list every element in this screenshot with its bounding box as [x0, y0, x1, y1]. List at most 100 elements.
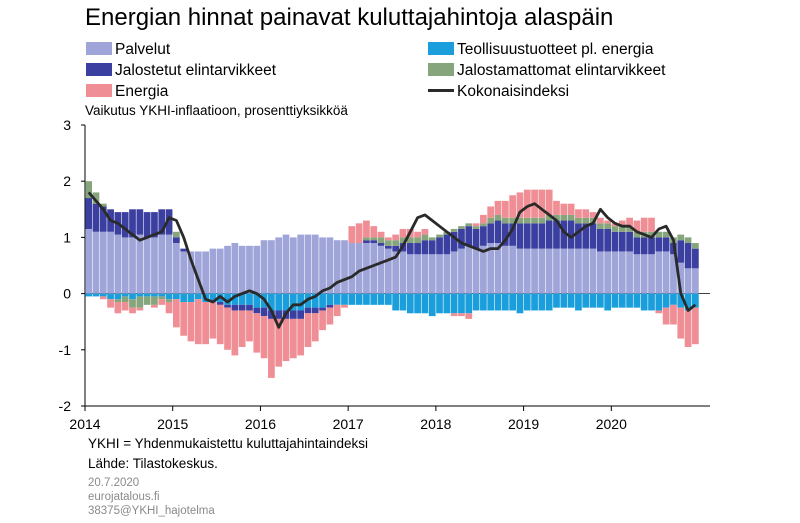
bar-jalostamattomat — [531, 217, 538, 224]
bar-teollisuus — [136, 293, 144, 297]
bar-teollisuus — [311, 293, 319, 308]
bar-jalostetut — [662, 237, 670, 252]
bar-palvelut — [304, 234, 312, 294]
bar-palvelut — [684, 268, 692, 294]
bar-jalostamattomat — [421, 234, 429, 241]
bar-teollisuus — [121, 293, 129, 297]
legend-swatch-kokonaisindeksi — [428, 89, 454, 92]
bar-energia — [311, 313, 319, 342]
bar-teollisuus — [567, 293, 575, 308]
bar-palvelut — [253, 245, 261, 294]
bar-jalostamattomat — [662, 231, 670, 238]
bar-jalostamattomat — [428, 237, 436, 241]
bar-palvelut — [121, 237, 129, 294]
bar-teollisuus — [238, 293, 246, 305]
bar-teollisuus — [618, 293, 626, 308]
bar-jalostetut — [85, 198, 93, 229]
bar-palvelut — [282, 234, 290, 294]
bar-energia — [575, 209, 582, 218]
legend-item-jalostetut: Jalostetut elintarvikkeet — [86, 61, 276, 81]
bar-jalostetut — [633, 237, 641, 255]
bar-jalostetut — [385, 245, 392, 249]
bar-palvelut — [458, 248, 465, 294]
bar-energia — [377, 231, 385, 238]
bar-palvelut — [640, 254, 648, 294]
bar-energia — [648, 217, 655, 232]
bar-jalostetut — [173, 237, 180, 244]
bar-energia — [216, 304, 224, 345]
bar-energia — [494, 200, 502, 215]
bar-jalostamattomat — [487, 217, 495, 224]
bar-teollisuus — [692, 293, 699, 308]
bar-teollisuus — [348, 293, 356, 305]
bar-palvelut — [692, 268, 699, 294]
bar-palvelut — [553, 248, 560, 294]
bar-energia — [158, 299, 166, 305]
bar-jalostamattomat — [406, 237, 414, 244]
bar-jalostetut — [143, 212, 151, 238]
bar-energia — [333, 304, 341, 317]
bar-jalostamattomat — [472, 226, 480, 229]
bar-jalostamattomat — [560, 214, 568, 221]
bar-energia — [677, 307, 685, 339]
bar-jalostamattomat — [173, 231, 180, 238]
bar-teollisuus — [85, 293, 93, 297]
bar-teollisuus — [414, 293, 421, 314]
bar-teollisuus — [187, 293, 195, 303]
bar-teollisuus — [421, 293, 429, 314]
bar-teollisuus — [487, 293, 495, 311]
bar-energia — [246, 310, 253, 342]
bar-jalostamattomat — [596, 223, 604, 229]
bar-palvelut — [341, 240, 348, 294]
bar-jalostamattomat — [158, 296, 166, 300]
bar-jalostetut — [99, 206, 107, 232]
bar-palvelut — [428, 254, 436, 294]
bar-energia — [165, 302, 173, 314]
bar-jalostamattomat — [392, 240, 400, 246]
bar-palvelut — [268, 240, 275, 294]
bar-jalostetut — [165, 209, 173, 235]
bar-energia — [114, 302, 122, 314]
bar-teollisuus — [494, 293, 502, 311]
bar-palvelut — [421, 254, 429, 294]
bar-energia — [480, 214, 487, 224]
bar-jalostamattomat — [677, 234, 685, 241]
bar-teollisuus — [246, 293, 253, 305]
bar-energia — [355, 223, 363, 244]
bar-teollisuus — [677, 293, 685, 308]
bar-jalostamattomat — [92, 192, 100, 204]
bar-teollisuus — [209, 293, 217, 303]
bar-palvelut — [626, 251, 633, 294]
bar-jalostamattomat — [465, 223, 473, 227]
bar-teollisuus — [604, 293, 612, 311]
bar-palvelut — [436, 254, 443, 294]
bar-teollisuus — [648, 293, 655, 311]
bar-palvelut — [99, 231, 107, 294]
bar-teollisuus — [297, 293, 305, 311]
bar-energia — [253, 313, 261, 353]
bar-jalostetut — [604, 228, 612, 252]
bar-jalostamattomat — [523, 217, 531, 224]
bar-palvelut — [224, 245, 231, 294]
bar-jalostetut — [289, 310, 297, 319]
bar-jalostetut — [582, 223, 590, 249]
bar-jalostetut — [268, 310, 275, 319]
bar-energia — [662, 307, 670, 325]
bar-palvelut — [289, 237, 297, 294]
bar-teollisuus — [158, 293, 166, 297]
bar-jalostetut — [253, 307, 261, 314]
chart-title: Energian hinnat painavat kuluttajahintoj… — [85, 4, 614, 31]
bar-jalostamattomat — [655, 231, 663, 238]
legend-swatch-jalostetut — [86, 63, 112, 76]
bar-teollisuus — [560, 293, 568, 308]
bar-energia — [173, 299, 180, 328]
meta-date: 20.7.2020 — [88, 477, 140, 489]
bar-teollisuus — [670, 293, 677, 305]
bar-jalostamattomat — [129, 299, 136, 308]
bar-teollisuus — [333, 293, 341, 305]
bar-energia — [297, 318, 305, 356]
bar-teollisuus — [107, 293, 114, 300]
bar-jalostetut — [392, 245, 400, 252]
bar-energia — [187, 302, 195, 342]
bar-jalostetut — [648, 237, 655, 255]
